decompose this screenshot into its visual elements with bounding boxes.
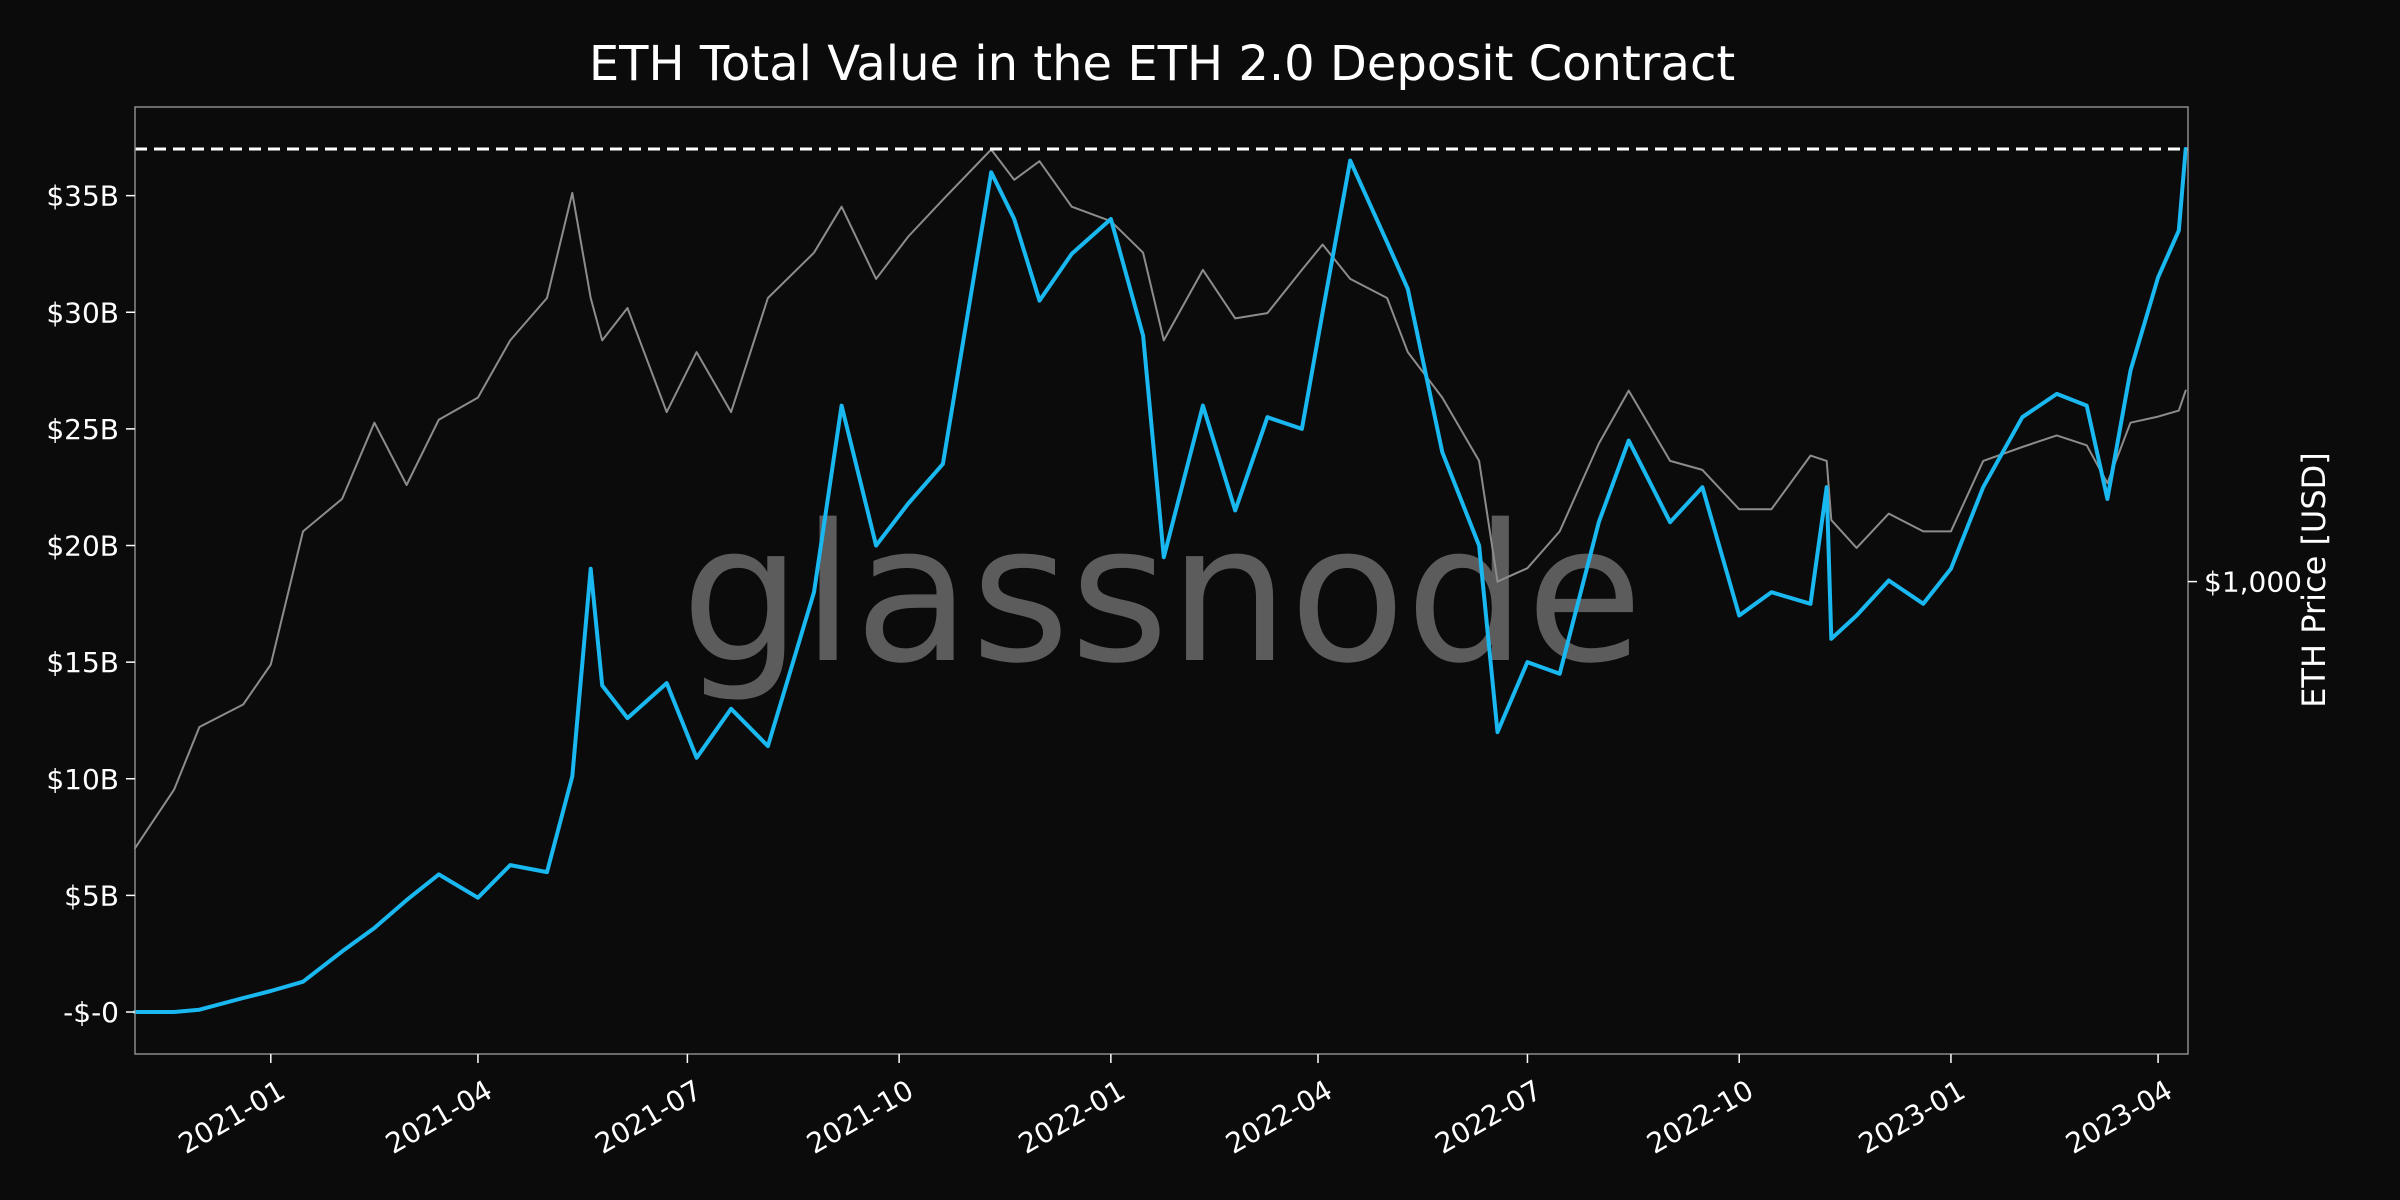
y-left-tick-label: $30B	[46, 296, 119, 329]
y-left-tick-label: $10B	[46, 763, 119, 796]
y-axis-left: -$-0 $5B $10B $15B $20B $25B $30B $35B	[46, 180, 135, 1029]
y-left-tick-label: $15B	[46, 646, 119, 679]
plot-frame	[134, 106, 2189, 1055]
series-layer	[133, 147, 2188, 1014]
y-axis-right-label: ETH Price [USD]	[2295, 452, 2333, 708]
chart-title: ETH Total Value in the ETH 2.0 Deposit C…	[589, 36, 1735, 92]
y-left-tick-label: $35B	[46, 180, 119, 213]
y-left-tick-label: -$-0	[63, 996, 119, 1029]
y-left-tick-label: $25B	[46, 413, 119, 446]
value-series-line	[133, 147, 2188, 1014]
y-right-tick-label: $1,000	[2204, 566, 2302, 599]
y-axis-right: $1,000	[2188, 566, 2302, 599]
y-left-tick-label: $20B	[46, 530, 119, 563]
price-series-line	[134, 148, 2187, 850]
y-left-tick-label: $5B	[64, 879, 119, 912]
